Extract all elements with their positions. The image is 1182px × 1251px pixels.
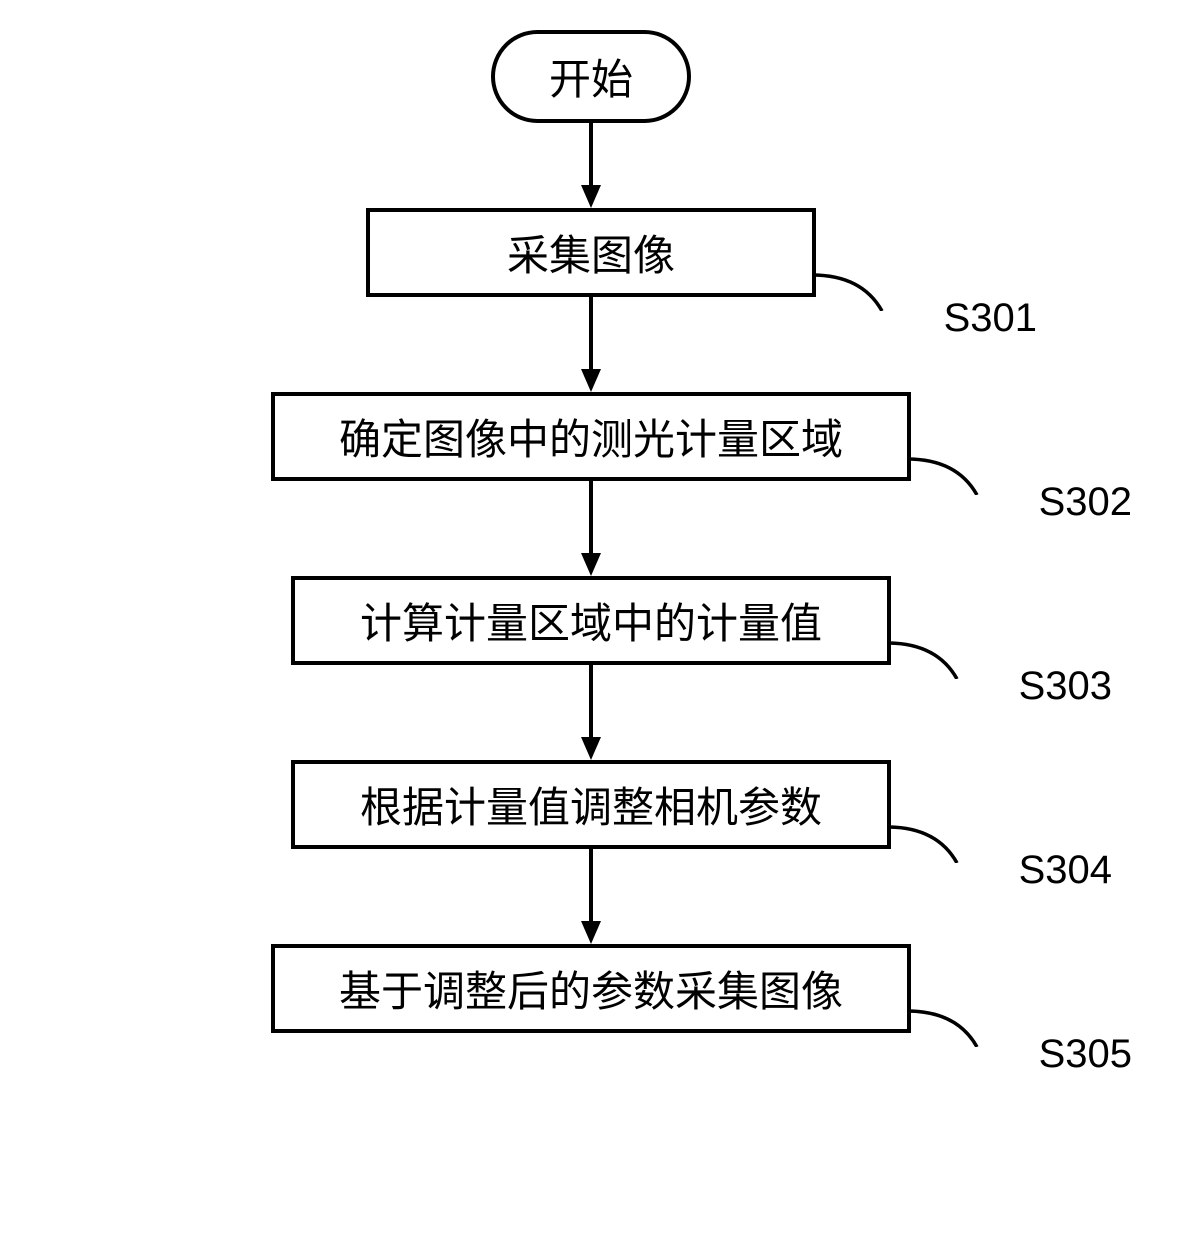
step-label: S304 xyxy=(1019,848,1112,893)
node-row-s301: 采集图像 S301 xyxy=(141,208,1041,297)
process-s303: 计算计量区域中的计量值 S303 xyxy=(291,576,891,665)
node-label: 采集图像 xyxy=(507,234,675,280)
node-row-start: 开始 xyxy=(141,30,1041,123)
node-row-s303: 计算计量区域中的计量值 S303 xyxy=(141,576,1041,665)
node-label: 确定图像中的测光计量区域 xyxy=(339,418,843,464)
flowchart-container: 开始 采集图像 S301 确定图像中的测光计量区域 S302 xyxy=(141,30,1041,1033)
node-label: 计算计量区域中的计量值 xyxy=(360,602,822,648)
process-s302: 确定图像中的测光计量区域 S302 xyxy=(271,392,911,481)
step-label: S303 xyxy=(1019,664,1112,709)
node-label: 基于调整后的参数采集图像 xyxy=(339,970,843,1016)
arrow-connector xyxy=(571,297,611,392)
step-label: S305 xyxy=(1039,1032,1132,1077)
process-s301: 采集图像 S301 xyxy=(366,208,816,297)
node-row-s304: 根据计量值调整相机参数 S304 xyxy=(141,760,1041,849)
label-connector xyxy=(812,261,917,311)
node-label: 开始 xyxy=(549,58,633,104)
label-connector xyxy=(887,813,992,863)
label-connector xyxy=(887,629,992,679)
node-label: 根据计量值调整相机参数 xyxy=(360,786,822,832)
arrow-connector xyxy=(571,123,611,208)
step-label: S301 xyxy=(944,296,1037,341)
process-s305: 基于调整后的参数采集图像 S305 xyxy=(271,944,911,1033)
process-s304: 根据计量值调整相机参数 S304 xyxy=(291,760,891,849)
node-row-s305: 基于调整后的参数采集图像 S305 xyxy=(141,944,1041,1033)
arrow-connector xyxy=(571,849,611,944)
arrow-connector xyxy=(571,665,611,760)
terminator-start: 开始 xyxy=(491,30,691,123)
label-connector xyxy=(907,997,1012,1047)
arrow-connector xyxy=(571,481,611,576)
label-connector xyxy=(907,445,1012,495)
step-label: S302 xyxy=(1039,480,1132,525)
node-row-s302: 确定图像中的测光计量区域 S302 xyxy=(141,392,1041,481)
